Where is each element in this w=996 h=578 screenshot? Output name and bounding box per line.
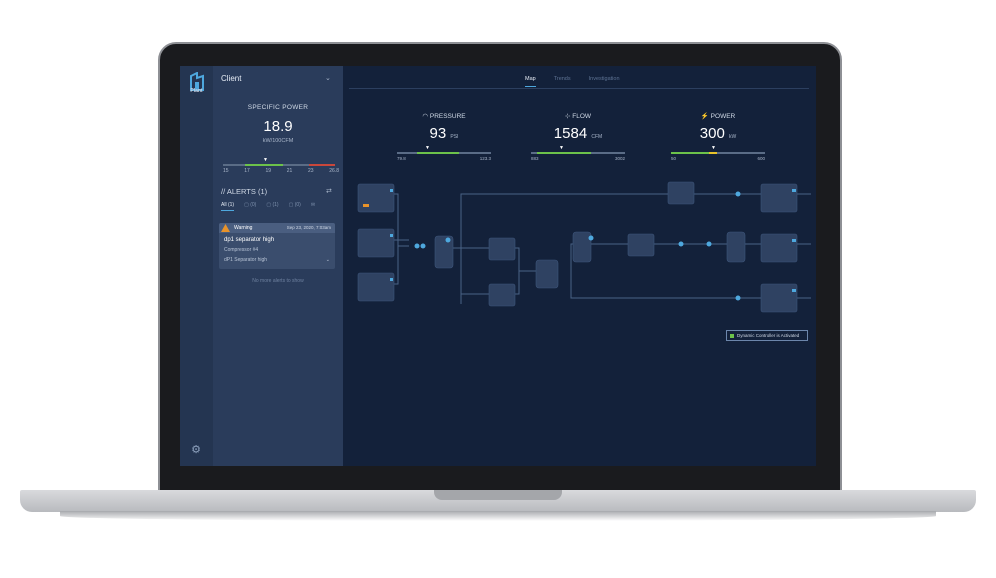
laptop-notch bbox=[434, 490, 562, 500]
kpi-marker-icon: ▼ bbox=[559, 145, 564, 151]
kpi-flow: ⊹ FLOW 1584 CFM ▼ 883 3002 bbox=[523, 112, 633, 161]
alert-tab-warning[interactable]: ▢ (1) bbox=[266, 202, 279, 208]
client-selector[interactable]: Client bbox=[221, 74, 242, 83]
app-name: Plant bbox=[190, 88, 203, 94]
status-dot-icon bbox=[730, 334, 734, 338]
main-panel: Map Trends Investigation ◠ PRESSURE 93 P… bbox=[343, 66, 816, 466]
tick-label: 17 bbox=[244, 168, 250, 174]
kpi-gauge-fill bbox=[537, 152, 591, 154]
kpi-min: 79.8 bbox=[397, 156, 406, 161]
alert-title: dp1 separator high bbox=[224, 237, 275, 243]
specific-power-ticks: 15 17 19 21 23 26.8 bbox=[223, 168, 339, 174]
kpi-min: 50 bbox=[671, 156, 677, 161]
no-more-alerts: No more alerts to show bbox=[252, 278, 304, 284]
kpi-pressure: ◠ PRESSURE 93 PSI ▼ 79.8 123.3 bbox=[389, 112, 499, 161]
kpi-max: 3002 bbox=[614, 156, 625, 161]
sidebar: Client ⌄ SPECIFIC POWER 18.9 kW/100CFM ▼… bbox=[213, 66, 343, 466]
tick-label: 21 bbox=[286, 168, 293, 174]
tab-trends[interactable]: Trends bbox=[553, 76, 571, 82]
gauge-ok-range bbox=[245, 164, 283, 166]
kpi-marker-icon: ▼ bbox=[711, 145, 716, 151]
kpi-power: ⚡ POWER 300 kW ▼ 50 600 bbox=[663, 112, 773, 161]
tab-divider bbox=[349, 88, 809, 89]
dynamic-controller-text: Dynamic Controller is Activated bbox=[737, 333, 800, 338]
view-tabs: Map Trends Investigation bbox=[525, 76, 620, 87]
plant-logo-icon[interactable] bbox=[188, 72, 206, 92]
kpi-range: 883 3002 bbox=[531, 156, 625, 161]
kpi-label: ⊹ FLOW bbox=[564, 113, 592, 120]
alert-level: Warning bbox=[234, 225, 253, 231]
mail-icon[interactable]: ✉ bbox=[310, 202, 316, 208]
tab-investigation[interactable]: Investigation bbox=[588, 76, 620, 82]
kpi-label: ◠ PRESSURE bbox=[422, 113, 466, 120]
alert-tab-critical[interactable]: ▢ (0) bbox=[244, 202, 257, 208]
alert-tab-info[interactable]: ▢ (0) bbox=[288, 202, 301, 208]
kpi-value: 300 kW bbox=[699, 125, 737, 142]
kpi-gauge: ▼ bbox=[397, 145, 491, 154]
kpi-min: 883 bbox=[531, 156, 539, 161]
kpi-gauge-fill bbox=[671, 152, 709, 154]
alert-compressor: Compressor #4 bbox=[224, 247, 259, 253]
alert-tab-all[interactable]: All (1) bbox=[221, 202, 235, 211]
kpi-label: ⚡ POWER bbox=[700, 113, 736, 120]
alert-card[interactable]: Warning Sep 23, 2020, 7:03am dp1 separat… bbox=[219, 223, 335, 269]
kpi-gauge: ▼ bbox=[671, 145, 765, 154]
alert-card-header: Warning Sep 23, 2020, 7:03am bbox=[219, 223, 335, 233]
laptop-shadow bbox=[60, 511, 936, 521]
tick-label: 23 bbox=[308, 168, 314, 174]
specific-power-value: 18.9 bbox=[263, 118, 293, 135]
alerts-title: // ALERTS (1) bbox=[221, 187, 268, 196]
specific-power-gauge bbox=[223, 164, 335, 166]
process-map[interactable] bbox=[343, 176, 816, 356]
kpi-gauge-warn bbox=[709, 152, 717, 154]
filter-icon[interactable]: ⇄ bbox=[326, 188, 332, 195]
specific-power-unit: kW/100CFM bbox=[262, 138, 294, 144]
tab-map[interactable]: Map bbox=[525, 76, 536, 87]
kpi-gauge: ▼ bbox=[531, 145, 625, 154]
tick-label: 19 bbox=[265, 168, 272, 174]
chevron-down-icon[interactable]: ⌄ bbox=[325, 75, 331, 82]
warning-icon bbox=[221, 224, 230, 232]
specific-power-title: SPECIFIC POWER bbox=[247, 104, 309, 111]
kpi-marker-icon: ▼ bbox=[425, 145, 430, 151]
kpi-max: 600 bbox=[757, 156, 765, 161]
tick-label: 26.8 bbox=[329, 168, 339, 174]
chevron-down-icon[interactable]: ⌄ bbox=[325, 257, 330, 263]
kpi-max: 123.3 bbox=[479, 156, 491, 161]
kpi-gauge-fill bbox=[417, 152, 459, 154]
kpi-value: 1584 CFM bbox=[553, 125, 603, 142]
kpi-range: 50 600 bbox=[671, 156, 765, 161]
kpi-range: 79.8 123.3 bbox=[397, 156, 491, 161]
gauge-alarm-range bbox=[309, 164, 335, 166]
alert-detail: dP1 Separator high bbox=[224, 257, 268, 263]
specific-power-marker-icon: ▼ bbox=[263, 157, 268, 163]
tick-label: 15 bbox=[223, 168, 229, 174]
laptop-base bbox=[20, 490, 976, 512]
dynamic-controller-badge: Dynamic Controller is Activated bbox=[726, 330, 808, 341]
kpi-value: 93 PSI bbox=[429, 125, 459, 142]
screen: Plant ⚙ Client ⌄ SPECIFIC POWER 18.9 kW/… bbox=[180, 66, 816, 466]
nav-rail: Plant ⚙ bbox=[180, 66, 213, 466]
alert-tabs: All (1) ▢ (0) ▢ (1) ▢ (0) ✉ bbox=[221, 202, 339, 211]
alert-date: Sep 23, 2020, 7:03am bbox=[286, 225, 331, 230]
gear-icon[interactable]: ⚙ bbox=[191, 444, 201, 456]
